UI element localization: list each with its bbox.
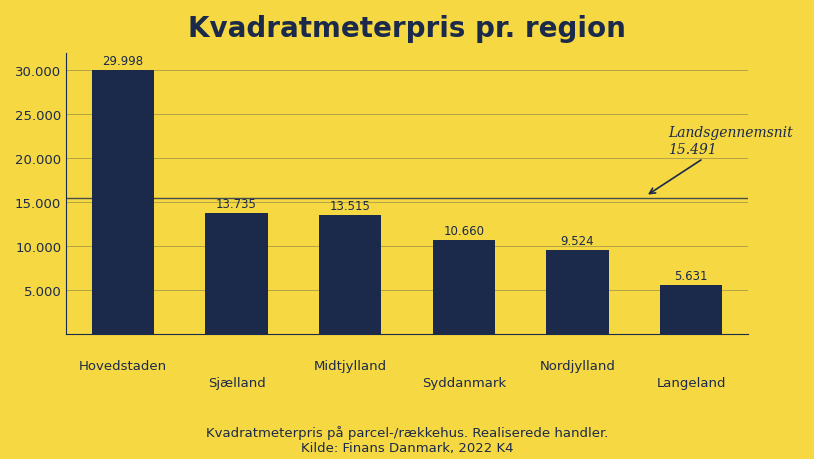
Bar <box>660 285 722 335</box>
Bar <box>92 71 154 335</box>
Bar <box>546 251 609 335</box>
Text: Nordjylland: Nordjylland <box>540 359 615 372</box>
Text: Syddanmark: Syddanmark <box>422 376 505 389</box>
Text: Kvadratmeterpris på parcel-/rækkehus. Realiserede handler.
Kilde: Finans Danmark: Kvadratmeterpris på parcel-/rækkehus. Re… <box>206 425 608 454</box>
Bar <box>432 241 495 335</box>
Text: Langeland: Langeland <box>656 376 726 389</box>
Text: 29.998: 29.998 <box>103 55 143 68</box>
Text: 13.735: 13.735 <box>216 198 257 211</box>
Text: 9.524: 9.524 <box>561 235 594 248</box>
Text: 5.631: 5.631 <box>674 269 708 282</box>
Text: 10.660: 10.660 <box>444 225 484 238</box>
Text: 13.515: 13.515 <box>330 200 370 213</box>
Text: Hovedstaden: Hovedstaden <box>79 359 167 372</box>
Bar <box>319 216 382 335</box>
Text: Landsgennemsnit
15.491: Landsgennemsnit 15.491 <box>650 126 793 194</box>
Text: Sjælland: Sjælland <box>208 376 265 389</box>
Title: Kvadratmeterpris pr. region: Kvadratmeterpris pr. region <box>188 15 626 43</box>
Text: Midtjylland: Midtjylland <box>313 359 387 372</box>
Bar <box>205 214 268 335</box>
